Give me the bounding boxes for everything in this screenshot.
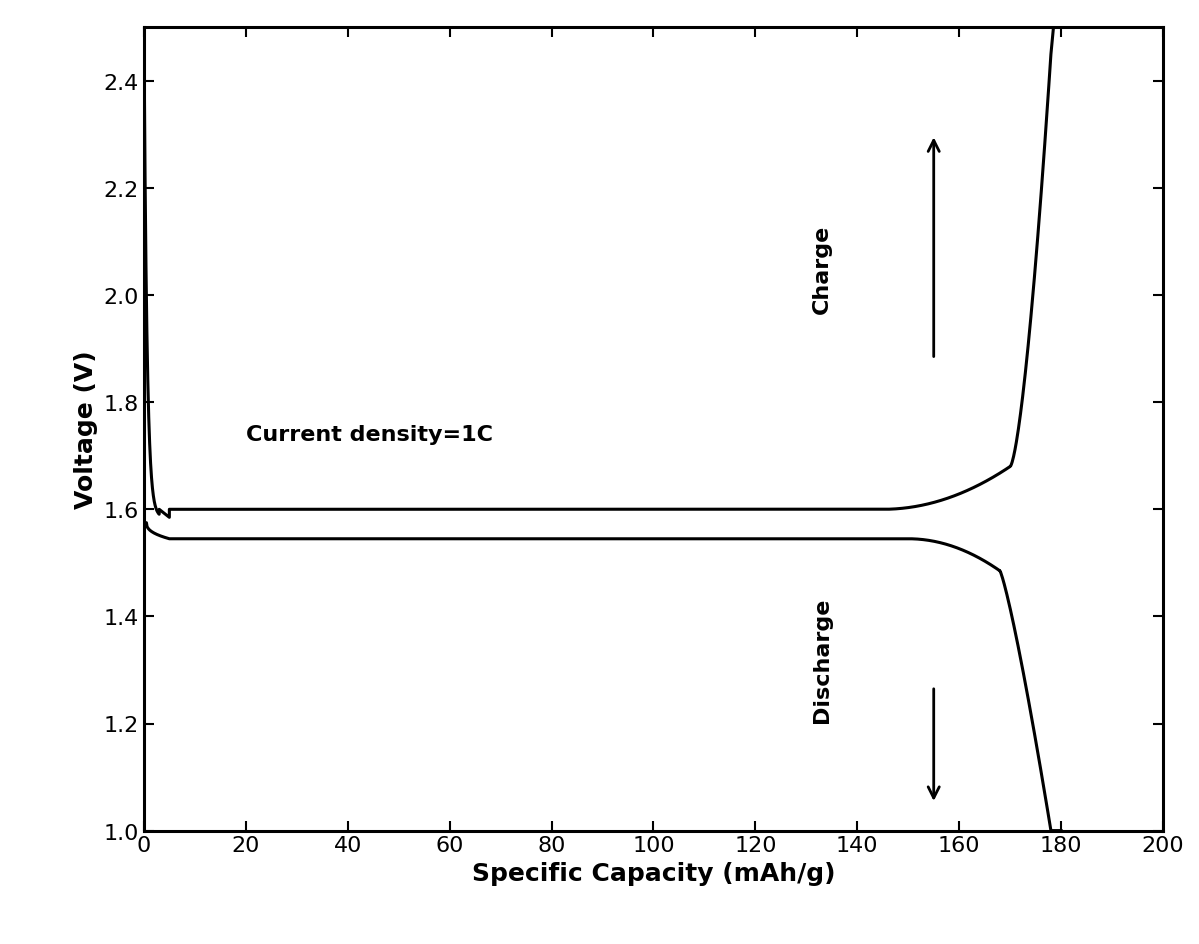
X-axis label: Specific Capacity (mAh/g): Specific Capacity (mAh/g)	[471, 861, 836, 885]
Text: Charge: Charge	[812, 225, 832, 313]
Text: Current density=1C: Current density=1C	[246, 425, 493, 445]
Y-axis label: Voltage (V): Voltage (V)	[74, 350, 98, 509]
Text: Discharge: Discharge	[812, 597, 832, 722]
